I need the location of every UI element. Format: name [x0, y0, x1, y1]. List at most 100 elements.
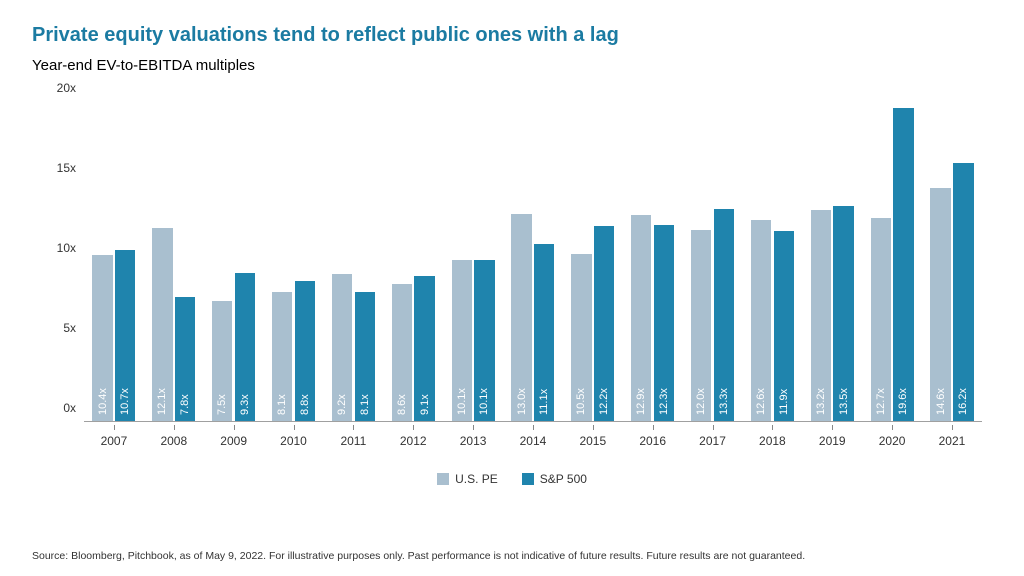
bar-sp500: 13.5x — [833, 206, 853, 421]
bar-sp500: 11.9x — [774, 231, 794, 421]
bar-value-label: 12.9x — [641, 394, 653, 421]
bar-value-label: 9.1x — [425, 400, 437, 421]
bar-value-label: 12.3x — [664, 394, 676, 421]
chart-area: 0x5x10x15x20x 10.4x10.7x12.1x7.8x7.5x9.3… — [42, 102, 982, 462]
x-tick-label: 2007 — [84, 426, 144, 462]
bars-container: 10.4x10.7x12.1x7.8x7.5x9.3x8.1x8.8x9.2x8… — [84, 102, 982, 421]
x-tick-mark — [952, 425, 953, 430]
x-tick-mark — [593, 425, 594, 430]
bar-us-pe: 10.4x — [92, 255, 112, 421]
bar-sp500: 13.3x — [714, 209, 734, 421]
bar-sp500: 7.8x — [175, 297, 195, 421]
bar-value-label: 9.2x — [342, 400, 354, 421]
year-group: 8.6x 9.1x — [383, 102, 443, 421]
bar-us-pe: 10.1x — [452, 260, 472, 421]
chart-subtitle: Year-end EV-to-EBITDA multiples — [32, 57, 992, 74]
bar-sp500: 11.1x — [534, 244, 554, 421]
plot-area: 10.4x10.7x12.1x7.8x7.5x9.3x8.1x8.8x9.2x8… — [84, 102, 982, 422]
bar-sp500: 10.7x — [115, 250, 135, 421]
bar-value-label: 7.8x — [185, 400, 197, 421]
bar-sp500: 9.1x — [414, 276, 434, 421]
year-group: 12.1x 7.8x — [144, 102, 204, 421]
bar-value-label: 11.9x — [784, 395, 796, 421]
year-group: 7.5x 9.3x — [204, 102, 264, 421]
x-tick-mark — [892, 425, 893, 430]
year-group: 13.0x 11.1x — [503, 102, 563, 421]
x-tick-label: 2018 — [742, 426, 802, 462]
x-tick-mark — [353, 425, 354, 430]
x-tick-label: 2010 — [264, 426, 324, 462]
year-group: 8.1x 8.8x — [264, 102, 324, 421]
x-tick-label: 2015 — [563, 426, 623, 462]
year-group: 9.2x8.1x — [323, 102, 383, 421]
bar-value-label: 8.1x — [282, 400, 294, 421]
y-tick-label: 20x — [57, 81, 76, 95]
year-group: 12.9x 12.3x — [623, 102, 683, 421]
bar-us-pe: 13.0x — [511, 214, 531, 421]
bar-value-label: 19.6x — [903, 394, 915, 421]
bar-us-pe: 14.6x — [930, 188, 950, 421]
year-group: 14.6x 16.2x — [922, 102, 982, 421]
x-tick-label: 2013 — [443, 426, 503, 462]
year-group: 13.2x13.5x — [802, 102, 862, 421]
x-tick-label: 2017 — [683, 426, 743, 462]
y-tick-label: 5x — [63, 321, 76, 335]
bar-value-label: 12.7x — [881, 394, 893, 421]
bar-value-label: 14.6x — [941, 394, 953, 421]
x-tick-mark — [832, 425, 833, 430]
bar-us-pe: 12.0x — [691, 230, 711, 421]
y-tick-label: 0x — [63, 401, 76, 415]
bar-value-label: 12.2x — [604, 394, 616, 421]
y-tick-label: 10x — [57, 241, 76, 255]
bar-value-label: 12.6x — [761, 394, 773, 421]
x-tick-mark — [473, 425, 474, 430]
legend-swatch-us-pe — [437, 473, 449, 485]
bar-us-pe: 12.6x — [751, 220, 771, 421]
legend-swatch-sp500 — [522, 473, 534, 485]
x-tick-label: 2016 — [623, 426, 683, 462]
bar-us-pe: 12.7x — [871, 218, 891, 421]
x-tick-mark — [294, 425, 295, 430]
bar-us-pe: 9.2x — [332, 274, 352, 421]
bar-value-label: 16.2x — [963, 394, 975, 421]
bar-us-pe: 8.6x — [392, 284, 412, 421]
x-tick-mark — [114, 425, 115, 430]
bar-value-label: 10.5x — [581, 394, 593, 421]
x-tick-label: 2008 — [144, 426, 204, 462]
bar-value-label: 7.5x — [222, 400, 234, 421]
bar-value-label: 13.3x — [724, 394, 736, 421]
x-tick-label: 2011 — [323, 426, 383, 462]
bar-value-label: 9.3x — [245, 400, 257, 421]
bar-sp500: 12.3x — [654, 225, 674, 421]
legend-item-sp500: S&P 500 — [522, 472, 587, 486]
year-group: 12.6x 11.9x — [742, 102, 802, 421]
bar-value-label: 12.0x — [701, 394, 713, 421]
bar-sp500: 16.2x — [953, 163, 973, 421]
bar-sp500: 8.1x — [355, 292, 375, 421]
bar-value-label: 8.6x — [402, 400, 414, 421]
bar-us-pe: 13.2x — [811, 210, 831, 421]
bar-us-pe: 10.5x — [571, 254, 591, 421]
bar-value-label: 11.1x — [544, 395, 556, 421]
x-tick-label: 2020 — [862, 426, 922, 462]
x-tick-label: 2012 — [383, 426, 443, 462]
bar-us-pe: 8.1x — [272, 292, 292, 421]
y-axis: 0x5x10x15x20x — [42, 102, 82, 422]
bar-sp500: 10.1x — [474, 260, 494, 421]
bar-sp500: 9.3x — [235, 273, 255, 421]
bar-us-pe: 12.1x — [152, 228, 172, 421]
x-tick-mark — [533, 425, 534, 430]
bar-sp500: 19.6x — [893, 108, 913, 421]
y-tick-label: 15x — [57, 161, 76, 175]
x-tick-mark — [174, 425, 175, 430]
x-axis: 2007200820092010201120122013201420152016… — [84, 426, 982, 462]
chart-title: Private equity valuations tend to reflec… — [32, 24, 992, 47]
year-group: 10.1x10.1x — [443, 102, 503, 421]
x-tick-mark — [713, 425, 714, 430]
bar-value-label: 13.2x — [821, 394, 833, 421]
bar-value-label: 10.1x — [462, 394, 474, 421]
x-tick-mark — [413, 425, 414, 430]
x-tick-label: 2021 — [922, 426, 982, 462]
bar-value-label: 8.8x — [305, 400, 317, 421]
x-tick-mark — [234, 425, 235, 430]
